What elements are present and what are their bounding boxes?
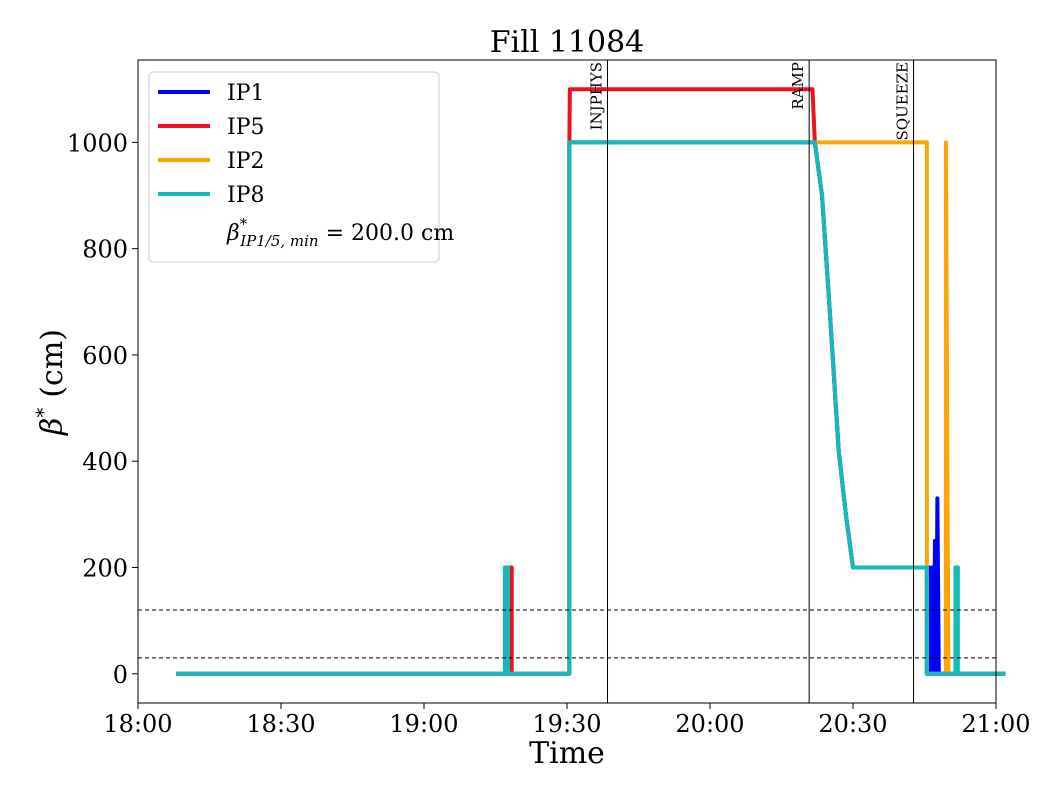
legend: IP1 IP5 IP2 IP8 β* IP1/5, min = 200.0 cm bbox=[148, 71, 454, 263]
y-axis: 0 200 400 600 800 1000 bbox=[67, 129, 138, 689]
x-tick-label: 21:00 bbox=[961, 710, 1030, 738]
legend-note-sup: * bbox=[240, 215, 248, 233]
legend-label-ip2: IP2 bbox=[227, 149, 265, 174]
y-axis-label: β* (cm) bbox=[31, 329, 70, 436]
legend-note: β* IP1/5, min = 200.0 cm bbox=[226, 215, 454, 250]
legend-note-value: = 200.0 cm bbox=[319, 221, 455, 246]
x-tick-label: 20:30 bbox=[818, 710, 887, 738]
y-axis-label-unit: (cm) bbox=[35, 329, 70, 398]
legend-box bbox=[148, 71, 440, 263]
x-tick-label: 19:30 bbox=[532, 710, 601, 738]
x-tick-label: 20:00 bbox=[675, 710, 744, 738]
vline-label-ramp: RAMP bbox=[789, 62, 807, 110]
y-tick-label: 600 bbox=[82, 342, 128, 370]
vline-label-squeeze: SQUEEZE bbox=[894, 62, 912, 141]
y-tick-label: 200 bbox=[82, 554, 128, 582]
chart-title: Fill 11084 bbox=[490, 25, 645, 60]
y-tick-label: 800 bbox=[82, 236, 128, 264]
y-axis-label-sup: * bbox=[31, 408, 55, 418]
y-tick-label: 1000 bbox=[67, 129, 128, 157]
x-tick-label: 18:30 bbox=[246, 710, 315, 738]
legend-label-ip8: IP8 bbox=[227, 183, 265, 208]
y-tick-label: 400 bbox=[82, 448, 128, 476]
x-axis-label: Time bbox=[529, 736, 605, 771]
y-axis-label-symbol: β bbox=[35, 418, 70, 436]
legend-note-sub: IP1/5, min bbox=[239, 232, 318, 250]
legend-label-ip5: IP5 bbox=[227, 115, 265, 140]
series-line-ip8 bbox=[176, 140, 1006, 676]
legend-note-symbol: β bbox=[226, 221, 240, 246]
y-tick-label: 0 bbox=[113, 661, 128, 689]
series-group bbox=[176, 87, 1006, 676]
reference-lines: INJPHYS RAMP SQUEEZE bbox=[138, 60, 996, 703]
legend-entries: IP1 IP5 IP2 IP8 bbox=[158, 81, 265, 208]
vline-label-injphys: INJPHYS bbox=[588, 62, 606, 130]
x-axis: 18:00 18:30 19:00 19:30 20:00 20:30 21:00 bbox=[103, 703, 1031, 738]
x-tick-label: 18:00 bbox=[103, 710, 172, 738]
legend-label-ip1: IP1 bbox=[227, 81, 265, 106]
x-tick-label: 19:00 bbox=[389, 710, 458, 738]
